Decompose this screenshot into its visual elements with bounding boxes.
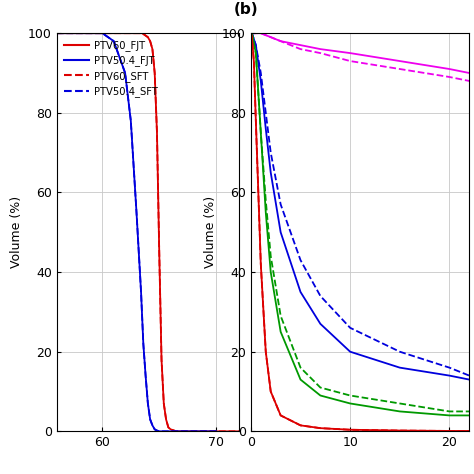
Legend: PTV60_FJT, PTV50.4_FJT, PTV60_SFT, PTV50.4_SFT: PTV60_FJT, PTV50.4_FJT, PTV60_SFT, PTV50… [62,38,160,100]
Y-axis label: Volume (%): Volume (%) [204,196,217,268]
Y-axis label: Volume (%): Volume (%) [9,196,23,268]
Text: (b): (b) [233,2,258,17]
